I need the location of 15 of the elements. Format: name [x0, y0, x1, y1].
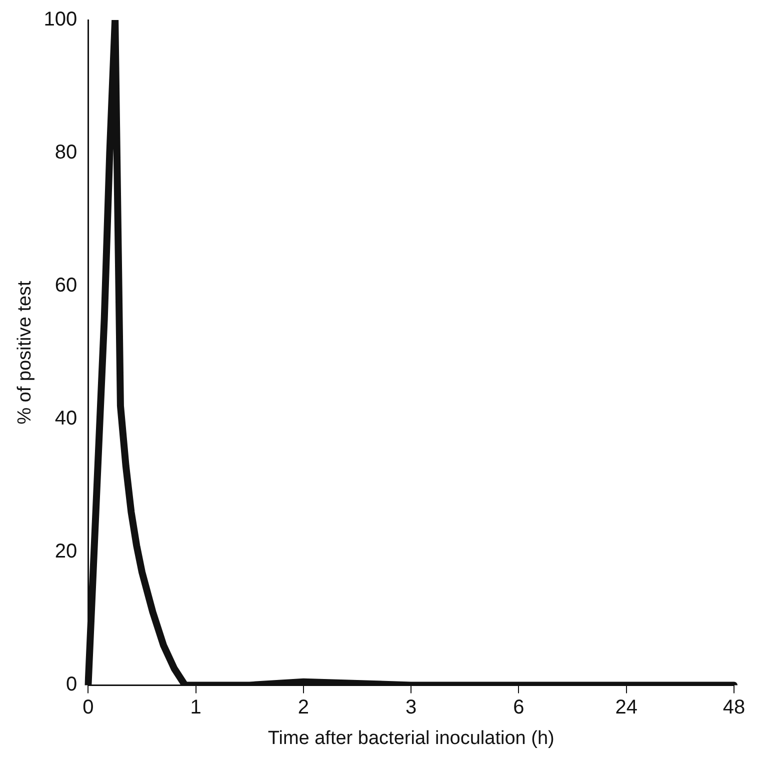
y-tick-label: 0: [66, 674, 78, 696]
y-axis-title: % of positive test: [14, 280, 36, 424]
y-tick-label: 100: [44, 8, 78, 31]
x-tick-label: 24: [615, 696, 638, 719]
y-tick-label: 40: [54, 408, 78, 430]
y-tick-label: 20: [54, 540, 78, 563]
y-tick-label: 80: [54, 142, 78, 164]
x-tick-label: 0: [82, 696, 94, 719]
x-axis-title: Time after bacterial inoculation (h): [268, 728, 554, 749]
x-tick-label: 48: [722, 696, 746, 719]
x-tick-label: 3: [406, 696, 417, 719]
x-tick-label: 1: [190, 696, 202, 719]
x-tick-label: 2: [298, 696, 310, 719]
x-tick-label: 6: [513, 696, 524, 719]
y-tick-label: 60: [54, 274, 78, 297]
